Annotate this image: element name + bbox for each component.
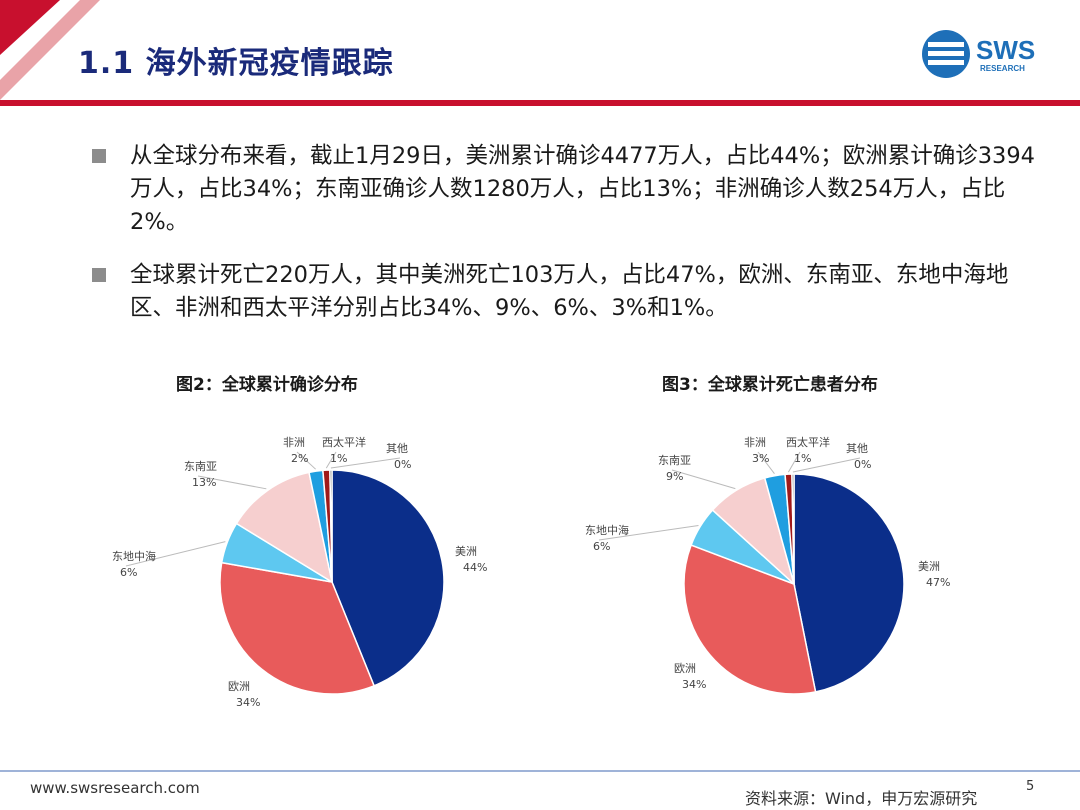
slice-value-label: 34% bbox=[682, 678, 706, 691]
leader-line bbox=[787, 451, 801, 473]
slice-name-label: 其他 bbox=[386, 442, 408, 455]
footer-divider bbox=[0, 770, 1080, 772]
bullet-square-icon bbox=[92, 268, 106, 282]
header-divider bbox=[0, 100, 1080, 106]
bullet-item: 从全球分布来看，截止1月29日，美洲累计确诊4477万人，占比44%；欧洲累计确… bbox=[92, 140, 1052, 239]
bullet-text: 从全球分布来看，截止1月29日，美洲累计确诊4477万人，占比44%；欧洲累计确… bbox=[130, 143, 1035, 235]
bullet-text: 全球累计死亡220万人，其中美洲死亡103万人，占比47%，欧洲、东南亚、东地中… bbox=[130, 262, 1009, 321]
slice-name-label: 非洲 bbox=[283, 436, 305, 449]
pie-slice-欧洲 bbox=[219, 561, 376, 695]
slice-name-label: 东南亚 bbox=[184, 460, 217, 473]
leader-line bbox=[757, 451, 775, 475]
page-number: 5 bbox=[1026, 779, 1035, 794]
pie-slice-其他 bbox=[791, 473, 795, 585]
pie-slice-美洲 bbox=[331, 469, 445, 687]
slice-value-label: 34% bbox=[236, 696, 260, 709]
footer-url[interactable]: www.swsresearch.com bbox=[30, 779, 200, 797]
slice-value-label: 2% bbox=[291, 452, 308, 465]
leader-line bbox=[671, 469, 736, 490]
footer-source: 资料来源：Wind，申万宏源研究 bbox=[745, 789, 978, 808]
slice-name-label: 美洲 bbox=[918, 560, 940, 573]
slice-value-label: 1% bbox=[330, 452, 347, 465]
leader-line bbox=[598, 524, 699, 541]
pie-slice-美洲 bbox=[793, 473, 905, 693]
slice-value-label: 6% bbox=[593, 540, 610, 553]
slice-name-label: 非洲 bbox=[744, 436, 766, 449]
page-title: 1.1 海外新冠疫情跟踪 bbox=[78, 46, 394, 81]
slice-value-label: 47% bbox=[926, 576, 950, 589]
slice-name-label: 其他 bbox=[846, 442, 868, 455]
pie-slice-欧洲 bbox=[683, 544, 817, 695]
bullet-list: 从全球分布来看，截止1月29日，美洲累计确诊4477万人，占比44%；欧洲累计确… bbox=[92, 140, 1052, 345]
chart-title-confirmed: 图2：全球累计确诊分布 bbox=[176, 375, 358, 395]
logo-subtext: RESEARCH bbox=[980, 64, 1025, 73]
pie-slice-其他 bbox=[329, 469, 333, 583]
corner-decoration bbox=[0, 0, 100, 100]
leader-line bbox=[197, 475, 267, 490]
slice-value-label: 13% bbox=[192, 476, 216, 489]
slice-value-label: 9% bbox=[666, 470, 683, 483]
pie-confirmed: 美洲 44% 欧洲 34% 东地中海 6% 东南亚 13% 非洲 2% 西太平洋 1% 其他 0% bbox=[112, 435, 487, 709]
bullet-square-icon bbox=[92, 149, 106, 163]
slice-value-label: 0% bbox=[394, 458, 411, 471]
slice-name-label: 西太平洋 bbox=[322, 435, 366, 449]
leader-line bbox=[125, 541, 226, 567]
slice-value-label: 1% bbox=[794, 452, 811, 465]
slice-value-label: 6% bbox=[120, 566, 137, 579]
chart-title-deaths: 图3：全球累计死亡患者分布 bbox=[662, 375, 878, 395]
slice-name-label: 欧洲 bbox=[228, 680, 250, 693]
slice-name-label: 东南亚 bbox=[658, 454, 691, 467]
logo-text: SWS bbox=[976, 35, 1035, 65]
slice-name-label: 东地中海 bbox=[112, 549, 156, 563]
leader-line bbox=[325, 451, 337, 469]
pie-deaths: 美洲 47% 欧洲 34% 东地中海 6% 东南亚 9% 非洲 3% 西太平洋 1% 其他 0% bbox=[585, 435, 950, 695]
slice-name-label: 东地中海 bbox=[585, 523, 629, 537]
slice-name-label: 美洲 bbox=[455, 545, 477, 558]
slice-value-label: 3% bbox=[752, 452, 769, 465]
slice-name-label: 欧洲 bbox=[674, 662, 696, 675]
leader-line bbox=[330, 457, 401, 469]
pie-slice-东南亚 bbox=[235, 471, 334, 584]
bullet-item: 全球累计死亡220万人，其中美洲死亡103万人，占比47%，欧洲、东南亚、东地中… bbox=[92, 259, 1052, 325]
slice-name-label: 西太平洋 bbox=[786, 435, 830, 449]
slice-value-label: 44% bbox=[463, 561, 487, 574]
sws-logo: SWS RESEARCH bbox=[922, 30, 1035, 78]
leader-line bbox=[792, 457, 861, 473]
slice-value-label: 0% bbox=[854, 458, 871, 471]
leader-line bbox=[296, 451, 316, 470]
